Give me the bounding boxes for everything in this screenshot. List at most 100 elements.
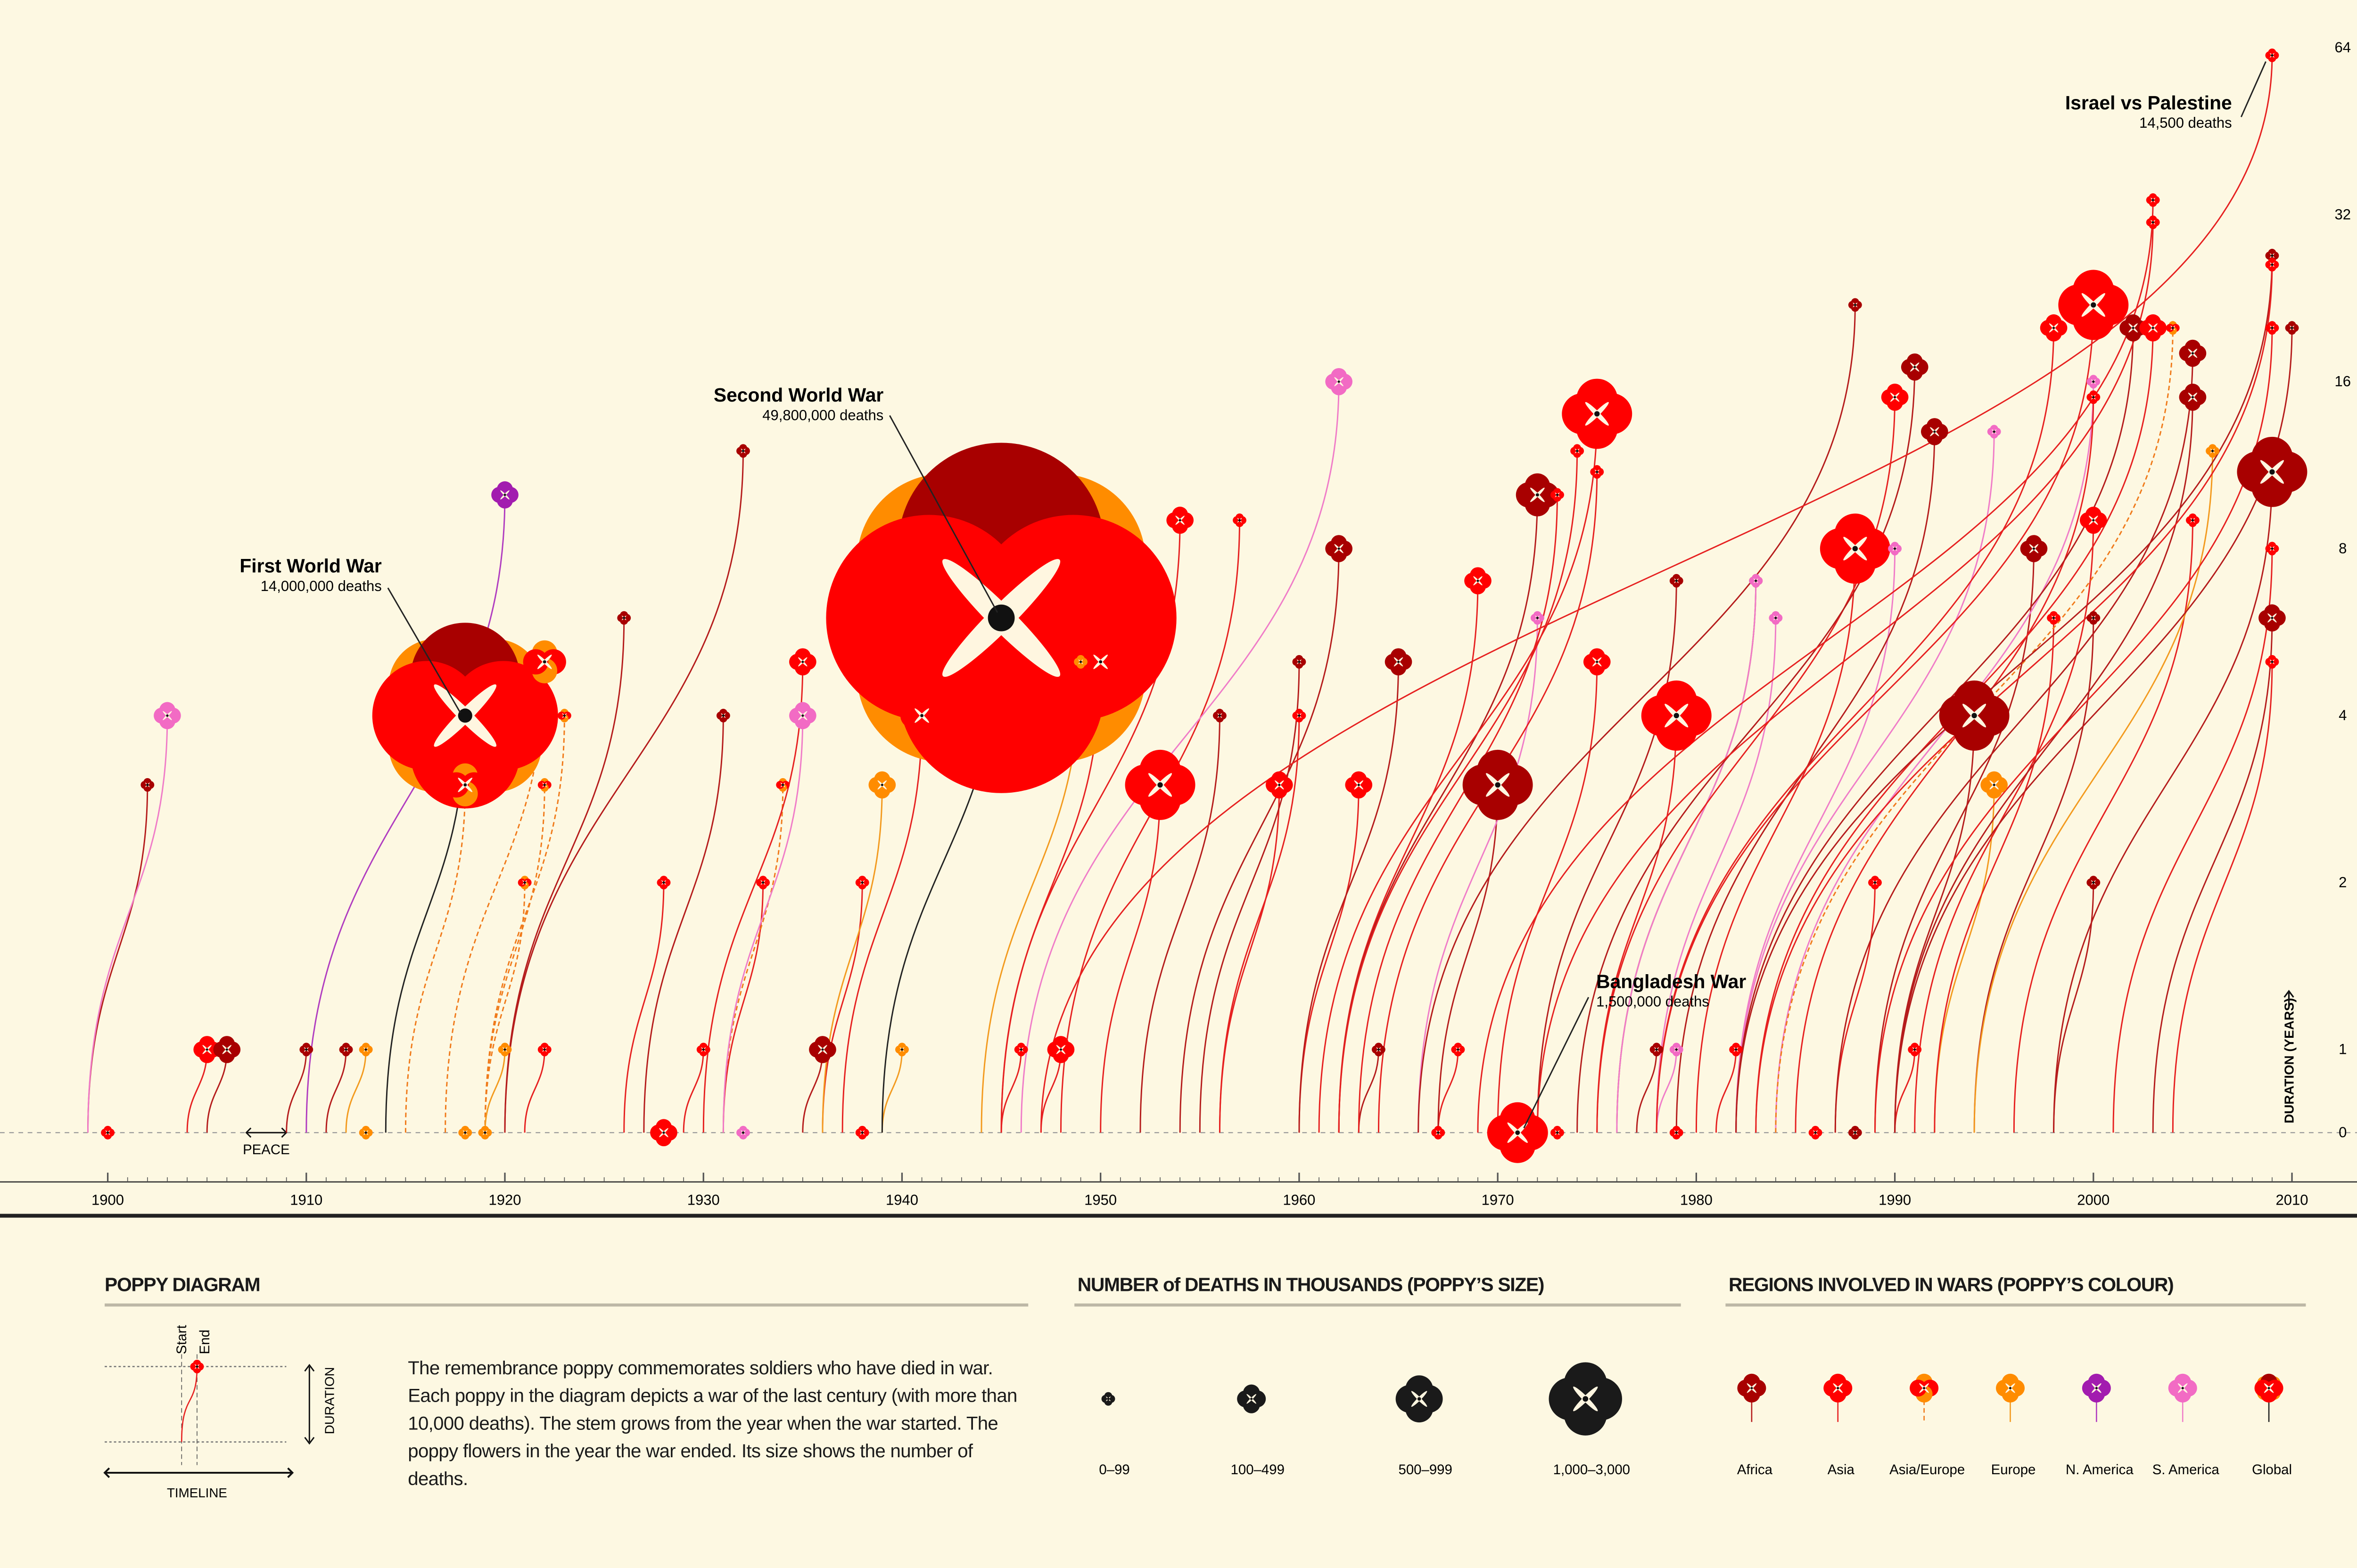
annotation-title: Israel vs Palestine <box>2065 92 2232 114</box>
poppy-center <box>2151 327 2154 329</box>
poppy-center <box>1457 1048 1459 1051</box>
war-poppy <box>1530 611 1544 625</box>
war-stem <box>484 1049 506 1133</box>
poppy-petal <box>1212 711 1221 720</box>
war-poppy <box>2020 535 2048 562</box>
war-poppy <box>1901 353 1928 381</box>
poppy-petal <box>1669 576 1678 585</box>
poppy-center <box>782 783 784 787</box>
poppy-petal <box>617 614 626 622</box>
war-stem <box>1199 662 1300 1133</box>
region-legend-label: N. America <box>2066 1462 2134 1478</box>
war-poppy <box>2186 513 2200 527</box>
y-axis-label: DURATION (YEARS) <box>2282 998 2296 1123</box>
poppy-petal <box>478 1128 486 1137</box>
poppy-petal <box>1431 1128 1440 1137</box>
poppy-petal <box>2186 516 2194 525</box>
poppy-petal <box>1987 427 1995 436</box>
war-stem <box>1139 715 1220 1133</box>
war-stem <box>822 785 883 1133</box>
war-stem <box>1536 581 1677 1133</box>
poppy-petal <box>657 878 665 887</box>
y-tick-label: 1 <box>2339 1041 2347 1058</box>
war-poppy <box>1233 513 1246 527</box>
poppy-center <box>1675 1048 1678 1051</box>
timeline-label: TIMELINE <box>167 1486 227 1500</box>
poppy-center <box>920 714 924 717</box>
x-tick-label: 1950 <box>1084 1192 1117 1208</box>
poppy-center <box>702 1048 705 1051</box>
x-tick-label: 1910 <box>290 1192 322 1208</box>
poppy-center <box>1933 430 1936 433</box>
poppy-center <box>503 493 506 496</box>
poppy-center <box>1298 714 1301 717</box>
poppy-center <box>1755 579 1757 582</box>
poppy-center <box>1397 660 1400 663</box>
poppy-center <box>801 714 804 717</box>
war-poppy <box>855 1125 869 1140</box>
region-legend-label: Global <box>2252 1462 2292 1478</box>
war-poppy <box>1669 1125 1683 1140</box>
poppy-petal <box>2265 51 2274 59</box>
war-poppy <box>1292 655 1306 669</box>
region-legend-label: Asia <box>1828 1462 1855 1478</box>
poppy-center <box>106 1131 109 1134</box>
war-poppy <box>756 876 770 890</box>
size-legend-label: 1,000–3,000 <box>1553 1462 1630 1478</box>
poppy-petal <box>1325 373 1342 390</box>
poppy-center <box>821 1048 824 1051</box>
war-poppy <box>1325 535 1353 562</box>
war-stem <box>1735 431 1995 1133</box>
war-stem <box>1576 367 1916 1133</box>
war-stem <box>1477 200 2154 1133</box>
poppy-center <box>722 714 725 717</box>
poppy-petal <box>1590 468 1599 476</box>
poppy-petal <box>789 654 805 670</box>
war-stem <box>1179 549 1340 1133</box>
duration-arrow-icon <box>304 1363 315 1445</box>
annotation-title: Second World War <box>714 384 884 406</box>
war-stem <box>1437 785 1499 1133</box>
poppy-petal <box>1881 389 1897 405</box>
poppy-center <box>2092 380 2095 383</box>
poppy-petal <box>756 878 765 887</box>
war-poppy <box>809 1036 836 1063</box>
war-poppy <box>1669 574 1683 588</box>
poppy-center <box>2092 881 2095 884</box>
poppy-petal <box>1562 393 1603 435</box>
poppy-petal <box>1583 654 1599 670</box>
poppy-center <box>1157 782 1163 788</box>
war-poppy <box>2265 258 2279 272</box>
war-poppy <box>359 1125 373 1140</box>
poppy-center <box>1535 493 1539 497</box>
poppy-petal <box>2285 324 2293 332</box>
poppy-petal <box>1550 491 1559 499</box>
war-stem <box>2013 520 2193 1133</box>
poppy-petal <box>1233 516 1241 525</box>
war-stem <box>1973 451 2214 1133</box>
poppy-petal <box>299 1045 308 1054</box>
war-stem <box>623 882 665 1133</box>
legend-size-title: NUMBER of DEATHS IN THOUSANDS (POPPY’S S… <box>1077 1274 1545 1296</box>
poppy-petal <box>2139 320 2156 336</box>
diagram-poppy <box>190 1360 204 1374</box>
poppy-center <box>2132 327 2134 329</box>
poppy-petal <box>1345 777 1361 793</box>
poppy-center <box>1218 714 1221 717</box>
war-poppy <box>537 1043 552 1057</box>
poppy-petal <box>101 1128 109 1137</box>
war-stem <box>1318 414 1598 1133</box>
poppy-center <box>1735 1048 1738 1051</box>
war-poppy <box>2086 390 2101 404</box>
war-poppy <box>2086 611 2101 625</box>
war-stem <box>1417 305 1856 1133</box>
poppy-center <box>543 660 546 664</box>
war-stem <box>1755 264 2273 1133</box>
poppy-petal <box>1749 576 1757 585</box>
annotation-title: First World War <box>239 555 382 577</box>
poppy-center <box>2271 616 2274 619</box>
poppy-petal <box>2047 614 2055 622</box>
poppy-petal <box>2166 324 2174 332</box>
y-tick-label: 2 <box>2339 874 2347 890</box>
x-tick-label: 1940 <box>886 1192 918 1208</box>
